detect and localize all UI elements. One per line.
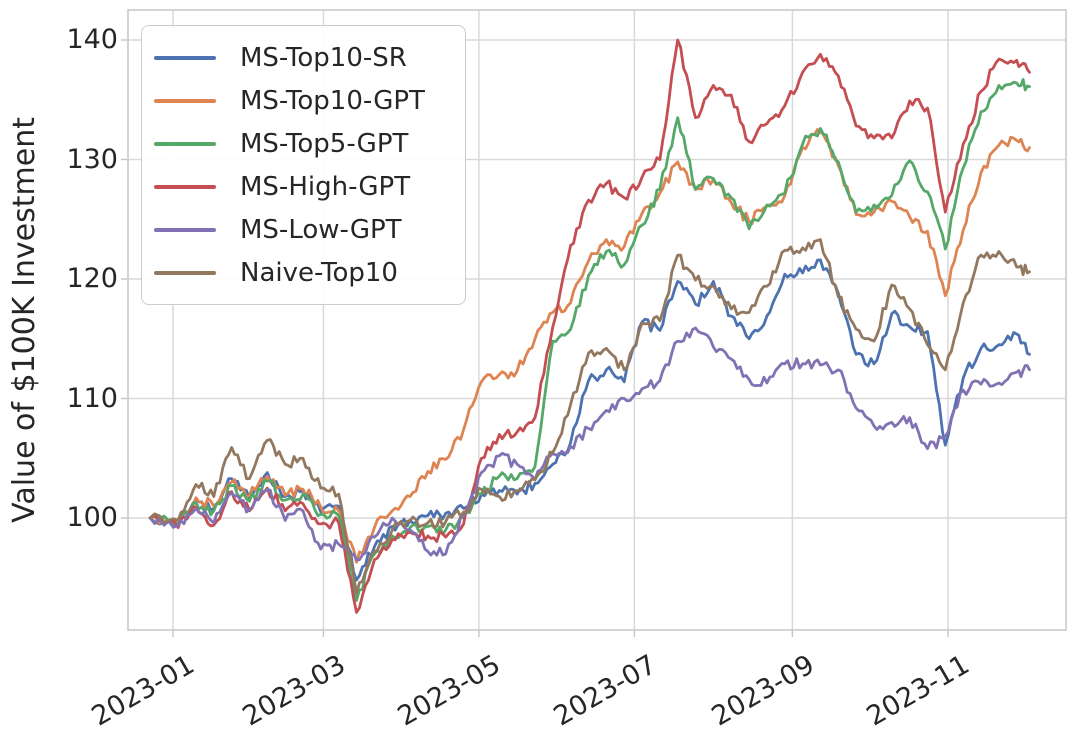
series-line-MS-Low-GPT (148, 326, 1031, 562)
legend-label: MS-Low-GPT (240, 214, 402, 245)
y-tick-label-100: 100 (66, 502, 118, 533)
legend-label: MS-Top10-GPT (240, 85, 425, 116)
legend-label: MS-High-GPT (240, 171, 411, 202)
legend-item-MS-Top10-GPT: MS-Top10-GPT (154, 79, 425, 122)
series-line-MS-Top5-GPT (148, 78, 1031, 602)
y-axis-label: Value of $100K Investment (6, 117, 42, 523)
legend-line-swatch-MS-Top5-GPT (154, 141, 216, 146)
legend-line-swatch-MS-High-GPT (154, 184, 216, 189)
legend-item-MS-High-GPT: MS-High-GPT (154, 165, 425, 208)
legend-item-Naive-Top10: Naive-Top10 (154, 251, 425, 294)
y-tick-label-140: 140 (66, 24, 118, 55)
legend-line-swatch-Naive-Top10 (154, 270, 216, 275)
legend-item-MS-Top5-GPT: MS-Top5-GPT (154, 122, 425, 165)
legend-item-MS-Top10-SR: MS-Top10-SR (154, 36, 425, 79)
series-line-Naive-Top10 (148, 238, 1031, 595)
series-line-MS-Top10-SR (148, 258, 1031, 582)
legend-line-swatch-MS-Top10-SR (154, 55, 216, 60)
legend-item-MS-Low-GPT: MS-Low-GPT (154, 208, 425, 251)
y-tick-label-120: 120 (66, 263, 118, 294)
y-tick-label-130: 130 (66, 143, 118, 175)
legend-label: MS-Top5-GPT (240, 128, 409, 159)
legend-label: MS-Top10-SR (240, 42, 407, 73)
legend-box: MS-Top10-SR MS-Top10-GPT MS-Top5-GPT MS-Hig… (141, 25, 466, 305)
plot-spines (127, 9, 1067, 631)
legend-line-swatch-MS-Top10-GPT (154, 98, 216, 103)
legend-line-swatch-MS-Low-GPT (154, 227, 216, 232)
y-tick-label-110: 110 (66, 382, 118, 414)
legend-label: Naive-Top10 (240, 257, 398, 288)
y-axis-label-wrap: Value of $100K Investment (2, 10, 46, 630)
series-line-MS-High-GPT (148, 38, 1031, 614)
